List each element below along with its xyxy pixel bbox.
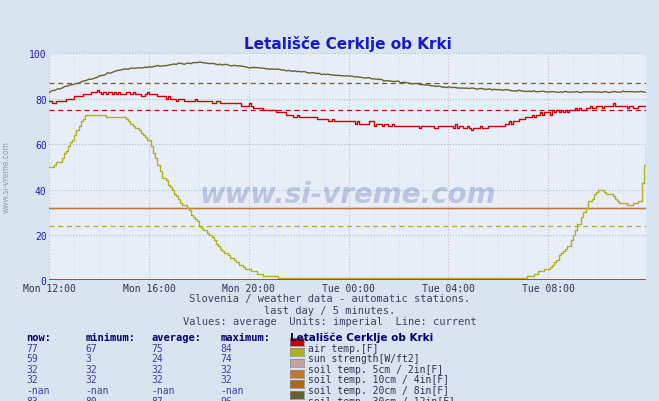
Text: Slovenia / weather data - automatic stations.: Slovenia / weather data - automatic stat…: [189, 294, 470, 304]
Text: minimum:: minimum:: [86, 332, 136, 342]
Text: 87: 87: [152, 396, 163, 401]
Text: 59: 59: [26, 353, 38, 363]
Text: soil temp. 10cm / 4in[F]: soil temp. 10cm / 4in[F]: [308, 375, 449, 385]
Text: 32: 32: [152, 364, 163, 374]
Text: -nan: -nan: [152, 385, 175, 395]
Text: 77: 77: [26, 342, 38, 352]
Text: average:: average:: [152, 332, 202, 342]
Text: Letališče Cerklje ob Krki: Letališče Cerklje ob Krki: [290, 332, 433, 342]
Text: 32: 32: [86, 375, 98, 385]
Text: 32: 32: [26, 364, 38, 374]
Text: sun strength[W/ft2]: sun strength[W/ft2]: [308, 353, 420, 363]
Text: Values: average  Units: imperial  Line: current: Values: average Units: imperial Line: cu…: [183, 316, 476, 326]
Text: 3: 3: [86, 353, 92, 363]
Text: www.si-vreme.com: www.si-vreme.com: [2, 141, 11, 212]
Text: soil temp. 5cm / 2in[F]: soil temp. 5cm / 2in[F]: [308, 364, 444, 374]
Text: 74: 74: [221, 353, 233, 363]
Text: 84: 84: [221, 342, 233, 352]
Text: now:: now:: [26, 332, 51, 342]
Text: www.si-vreme.com: www.si-vreme.com: [200, 180, 496, 209]
Text: 32: 32: [221, 364, 233, 374]
Text: soil temp. 30cm / 12in[F]: soil temp. 30cm / 12in[F]: [308, 396, 455, 401]
Title: Letališče Cerklje ob Krki: Letališče Cerklje ob Krki: [244, 36, 451, 52]
Text: 32: 32: [86, 364, 98, 374]
Text: 24: 24: [152, 353, 163, 363]
Text: last day / 5 minutes.: last day / 5 minutes.: [264, 305, 395, 315]
Text: 32: 32: [26, 375, 38, 385]
Text: 75: 75: [152, 342, 163, 352]
Text: -nan: -nan: [221, 385, 244, 395]
Text: 32: 32: [221, 375, 233, 385]
Text: 80: 80: [86, 396, 98, 401]
Text: 83: 83: [26, 396, 38, 401]
Text: air temp.[F]: air temp.[F]: [308, 342, 379, 352]
Text: 67: 67: [86, 342, 98, 352]
Text: -nan: -nan: [26, 385, 50, 395]
Text: maximum:: maximum:: [221, 332, 271, 342]
Text: 32: 32: [152, 375, 163, 385]
Text: soil temp. 20cm / 8in[F]: soil temp. 20cm / 8in[F]: [308, 385, 449, 395]
Text: 96: 96: [221, 396, 233, 401]
Text: -nan: -nan: [86, 385, 109, 395]
